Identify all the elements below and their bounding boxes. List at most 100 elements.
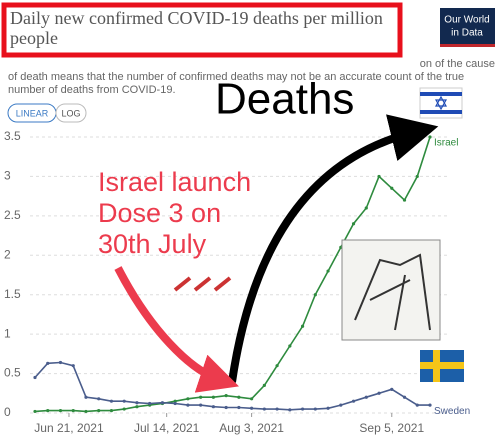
- flag-cross: [420, 362, 464, 369]
- point: [97, 409, 101, 413]
- point: [390, 186, 394, 190]
- x-tick-label: Jul 14, 2021: [134, 421, 200, 435]
- y-tick-label: 0: [4, 405, 11, 419]
- point: [262, 407, 266, 411]
- y-tick-label: 3.5: [4, 129, 21, 143]
- point: [364, 206, 368, 210]
- point: [339, 403, 343, 407]
- subtitle: on of the cause: [420, 58, 495, 70]
- annotation: Deaths: [215, 75, 354, 124]
- point: [262, 383, 266, 387]
- flag-stripe: [420, 110, 462, 114]
- logo-text: in Data: [451, 28, 483, 39]
- point: [326, 269, 330, 273]
- series-line: [34, 136, 431, 413]
- annotation: Dose 3 on: [98, 198, 221, 228]
- subtitle: of death means that the number of confir…: [8, 71, 464, 83]
- flag-stripe: [420, 92, 462, 96]
- point: [351, 399, 356, 403]
- annotation: 30th July: [98, 229, 207, 259]
- point: [109, 399, 114, 403]
- flag-star: [434, 95, 448, 111]
- point: [402, 198, 407, 202]
- point: [250, 397, 254, 401]
- chart-title: Daily new confirmed COVID-19 deaths per …: [10, 8, 383, 28]
- point: [58, 360, 63, 365]
- syringes: [173, 276, 232, 292]
- x-tick-label: Aug 3, 2021: [219, 421, 284, 435]
- y-tick-label: 3: [4, 169, 11, 183]
- point: [211, 395, 215, 399]
- point: [351, 222, 356, 226]
- point: [300, 407, 305, 411]
- point: [237, 405, 241, 410]
- point: [58, 409, 63, 413]
- flag-cross: [433, 350, 440, 382]
- log-button[interactable]: [55, 103, 87, 123]
- title-box: [1, 2, 403, 58]
- chart-title: people: [10, 28, 58, 48]
- point: [313, 293, 317, 297]
- point: [300, 324, 305, 328]
- point: [326, 406, 330, 410]
- point: [46, 409, 50, 413]
- linear-button-label[interactable]: LINEAR: [16, 108, 49, 118]
- point: [415, 174, 419, 179]
- point: [109, 409, 114, 413]
- point: [33, 409, 37, 414]
- point: [135, 405, 139, 409]
- subtitle: number of deaths from COVID-19.: [8, 84, 176, 96]
- logo-stripe: [440, 44, 495, 47]
- logo-text: Our World: [444, 15, 489, 26]
- point: [46, 361, 50, 365]
- point: [275, 407, 279, 411]
- point: [71, 364, 75, 368]
- point: [173, 399, 177, 403]
- point: [97, 397, 101, 401]
- point: [199, 395, 203, 399]
- decorations: [114, 87, 464, 393]
- point: [313, 407, 317, 411]
- point: [224, 394, 228, 398]
- point: [390, 387, 394, 391]
- point: [402, 395, 407, 399]
- y-tick-label: 2: [4, 247, 11, 261]
- point: [186, 403, 190, 407]
- point: [237, 395, 241, 399]
- point: [377, 391, 381, 395]
- point: [186, 397, 190, 401]
- point: [275, 364, 279, 368]
- point: [415, 403, 419, 407]
- y-tick-label: 2.5: [4, 208, 21, 222]
- x-tick-label: Sep 5, 2021: [359, 421, 424, 435]
- point: [250, 406, 254, 410]
- point: [428, 135, 432, 139]
- black-arrow: [228, 114, 439, 383]
- logo: [440, 8, 495, 46]
- point: [288, 344, 292, 348]
- point: [364, 395, 368, 399]
- point: [84, 409, 88, 414]
- point: [33, 375, 37, 380]
- y-tick-label: 1.5: [4, 287, 21, 301]
- red-arrow: [114, 266, 239, 393]
- point: [199, 403, 203, 407]
- point: [377, 174, 381, 179]
- x-tick-label: Jun 21, 2021: [34, 421, 104, 435]
- log-button-label[interactable]: LOG: [61, 108, 80, 118]
- point: [71, 409, 75, 413]
- point: [148, 401, 152, 406]
- plot-area: 0 0.5 1 1.5 2 2.5 3 3.5 Jun 21, 2021 Jul 14, 2021…: [4, 129, 470, 435]
- annotation: Israel launch: [98, 167, 251, 197]
- point: [122, 399, 126, 403]
- sketch-lines: [354, 253, 431, 331]
- point: [428, 403, 432, 407]
- point: [224, 405, 228, 410]
- y-tick-label: 0.5: [4, 366, 21, 380]
- point: [84, 395, 88, 399]
- point: [135, 401, 139, 405]
- point: [211, 405, 215, 409]
- y-tick-label: 1: [4, 326, 11, 340]
- point: [160, 401, 165, 405]
